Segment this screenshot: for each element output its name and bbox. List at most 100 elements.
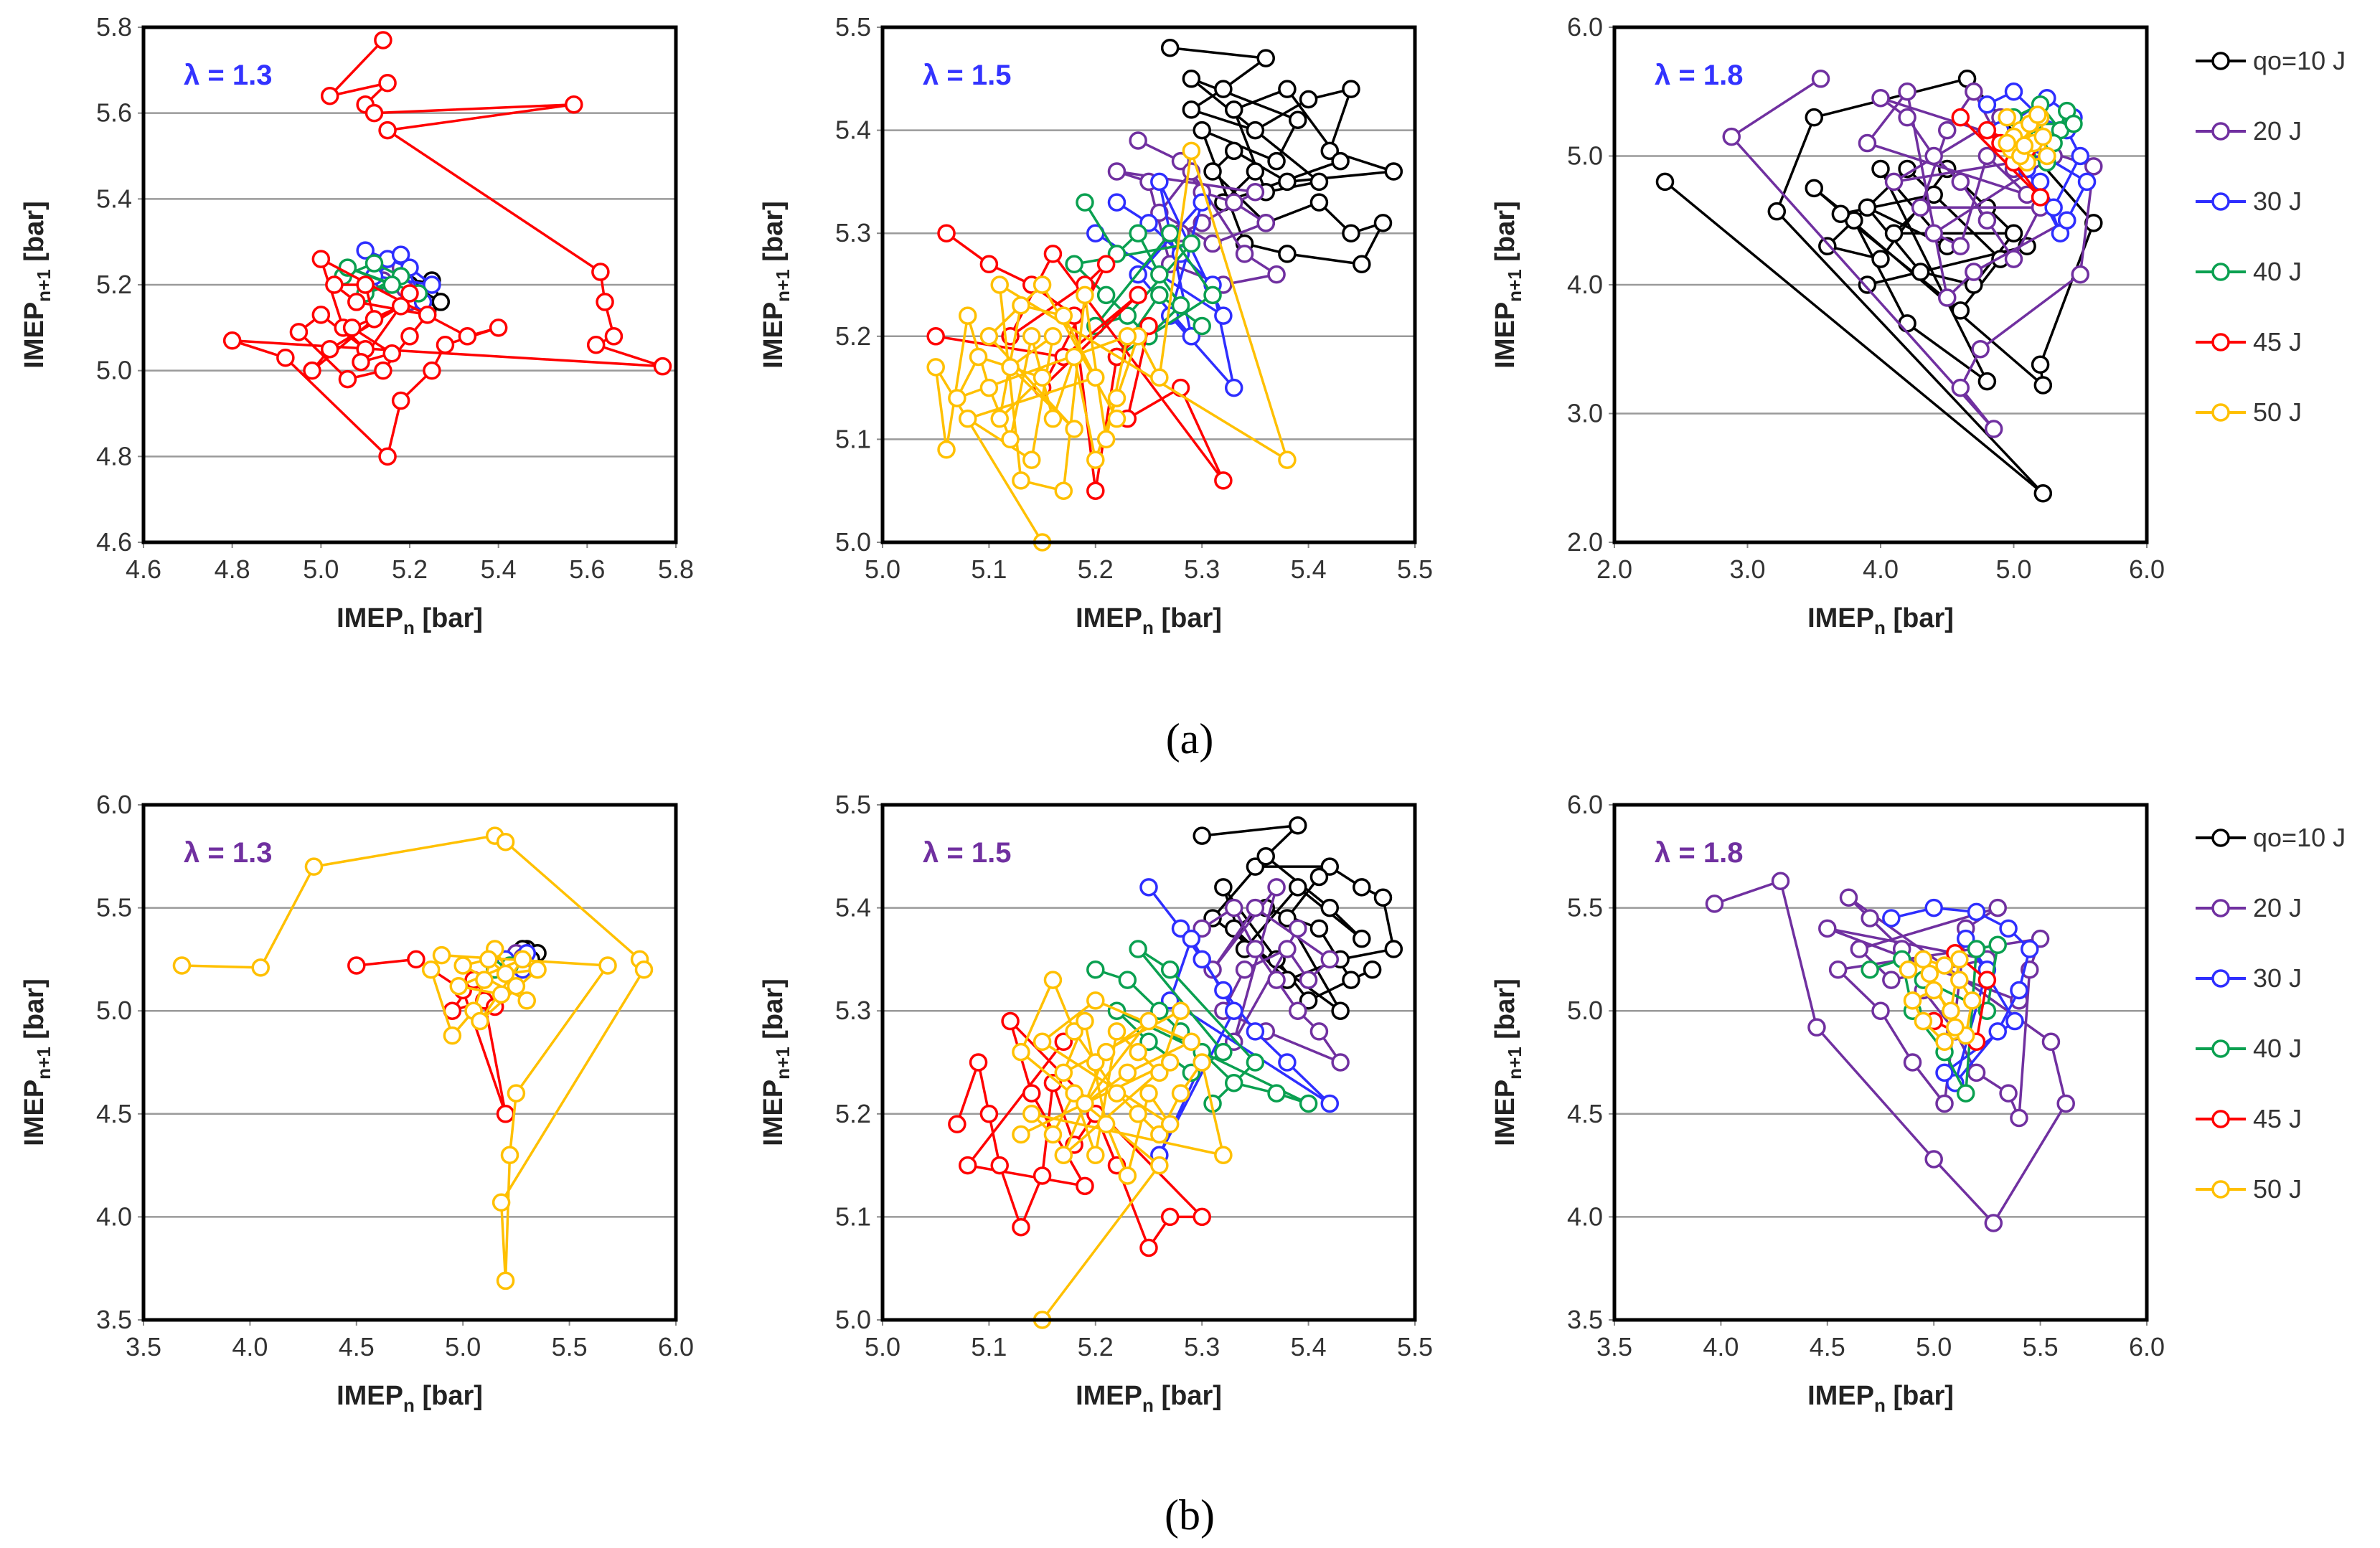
data-point bbox=[1129, 224, 1147, 242]
data-point bbox=[1160, 1207, 1180, 1227]
data-point bbox=[1309, 193, 1329, 212]
legend-item: 20 J bbox=[2196, 116, 2302, 146]
data-point bbox=[1805, 108, 1823, 127]
legend-item: 40 J bbox=[2196, 1034, 2302, 1063]
legend-label: 30 J bbox=[2253, 963, 2302, 993]
data-point bbox=[1353, 878, 1371, 897]
data-point bbox=[276, 348, 295, 367]
data-point bbox=[1655, 172, 1675, 192]
chart-b1: 3.5 4.0 4.5 5.0 5.5 6.0 3.5 4.0 4.5 5.0 5.5 6.0 λ = … bbox=[19, 790, 694, 1416]
data-point bbox=[2031, 929, 2050, 948]
data-point bbox=[1903, 991, 1922, 1010]
data-point bbox=[1289, 816, 1307, 835]
data-point bbox=[1898, 108, 1916, 127]
lambda-label: λ = 1.5 bbox=[923, 60, 1011, 91]
data-point bbox=[1214, 1146, 1233, 1164]
data-point bbox=[1054, 1063, 1073, 1082]
data-point bbox=[1150, 1063, 1169, 1082]
legend-marker bbox=[2211, 192, 2230, 211]
y-tick-label: 5.2 bbox=[96, 270, 132, 299]
data-point bbox=[1309, 1022, 1329, 1041]
data-point bbox=[1861, 961, 1879, 979]
data-point bbox=[1858, 133, 1877, 153]
data-point bbox=[1001, 358, 1020, 377]
x-axis-label: IMEPn [bar] bbox=[1076, 603, 1222, 638]
data-point bbox=[1267, 265, 1286, 284]
data-point bbox=[1065, 255, 1083, 274]
y-tick-label: 5.0 bbox=[835, 1305, 871, 1334]
data-point bbox=[1935, 1063, 1954, 1082]
data-point bbox=[1043, 245, 1063, 263]
data-point bbox=[1193, 950, 1211, 969]
data-point bbox=[1278, 80, 1297, 98]
data-point bbox=[1182, 1032, 1201, 1052]
legend-marker bbox=[2211, 1039, 2230, 1058]
y-tick-label: 3.5 bbox=[1567, 1305, 1603, 1334]
plot-frame bbox=[1612, 803, 2149, 1322]
legend-item: 30 J bbox=[2196, 963, 2302, 993]
chart-a3: 2.0 3.0 4.0 5.0 6.0 2.0 3.0 4.0 5.0 6.0 λ = 1.8 IME… bbox=[1490, 12, 2165, 638]
y-axis-label: IMEPn+1 [bar] bbox=[1490, 201, 1525, 368]
data-point bbox=[1171, 296, 1190, 315]
data-point bbox=[1858, 275, 1877, 294]
plot-frame bbox=[880, 803, 1417, 1322]
data-point bbox=[1309, 172, 1329, 192]
series-line bbox=[182, 834, 646, 1283]
x-tick-label: 5.3 bbox=[1184, 554, 1220, 584]
data-point bbox=[1246, 162, 1265, 181]
data-point bbox=[1299, 991, 1318, 1010]
data-point bbox=[1129, 940, 1147, 958]
legend-marker bbox=[2211, 263, 2230, 281]
data-point bbox=[517, 991, 536, 1010]
data-point bbox=[1160, 991, 1180, 1010]
data-point bbox=[1256, 49, 1275, 67]
x-tick-label: 5.3 bbox=[1184, 1332, 1220, 1361]
data-point bbox=[436, 336, 455, 354]
data-point bbox=[391, 245, 410, 264]
x-tick-label: 5.4 bbox=[1291, 1332, 1327, 1361]
data-point bbox=[2021, 940, 2039, 958]
data-point bbox=[1965, 82, 1983, 101]
data-point bbox=[1118, 1063, 1137, 1082]
x-tick-label: 5.5 bbox=[552, 1332, 588, 1361]
legend-marker bbox=[2211, 969, 2230, 988]
legend-marker bbox=[2211, 899, 2230, 917]
data-point bbox=[1256, 214, 1275, 232]
data-point bbox=[1001, 1011, 1020, 1031]
data-point bbox=[496, 964, 515, 983]
data-point bbox=[1043, 971, 1063, 989]
data-point bbox=[2015, 136, 2034, 155]
y-tick-label: 5.6 bbox=[96, 98, 132, 128]
x-axis-label: IMEPn [bar] bbox=[337, 1381, 483, 1416]
data-point bbox=[1998, 133, 2016, 153]
data-point bbox=[1850, 940, 1869, 958]
data-point bbox=[325, 275, 344, 294]
data-point bbox=[1107, 193, 1126, 212]
data-point bbox=[2084, 157, 2103, 176]
x-tick-label: 4.5 bbox=[1810, 1332, 1845, 1361]
data-point bbox=[1139, 316, 1158, 336]
data-point bbox=[1342, 224, 1360, 242]
data-point bbox=[1076, 1094, 1094, 1113]
data-point bbox=[513, 950, 532, 969]
data-point bbox=[1267, 1084, 1286, 1103]
data-point bbox=[1246, 940, 1265, 958]
data-point bbox=[1289, 919, 1307, 938]
legend-item: 50 J bbox=[2196, 397, 2302, 427]
data-point bbox=[356, 275, 375, 294]
data-point bbox=[1150, 368, 1169, 387]
data-point bbox=[1022, 450, 1041, 469]
data-point bbox=[2038, 146, 2056, 166]
x-tick-label: 5.0 bbox=[1995, 554, 2031, 584]
data-point bbox=[1278, 909, 1297, 928]
data-point bbox=[565, 95, 583, 114]
data-point bbox=[1911, 263, 1930, 281]
data-point bbox=[1884, 172, 1904, 192]
data-point bbox=[1012, 471, 1030, 490]
data-point bbox=[311, 250, 331, 268]
data-point bbox=[496, 1271, 515, 1290]
series-50-j bbox=[1899, 950, 1982, 1052]
data-point bbox=[1951, 301, 1970, 320]
data-point bbox=[937, 224, 956, 242]
